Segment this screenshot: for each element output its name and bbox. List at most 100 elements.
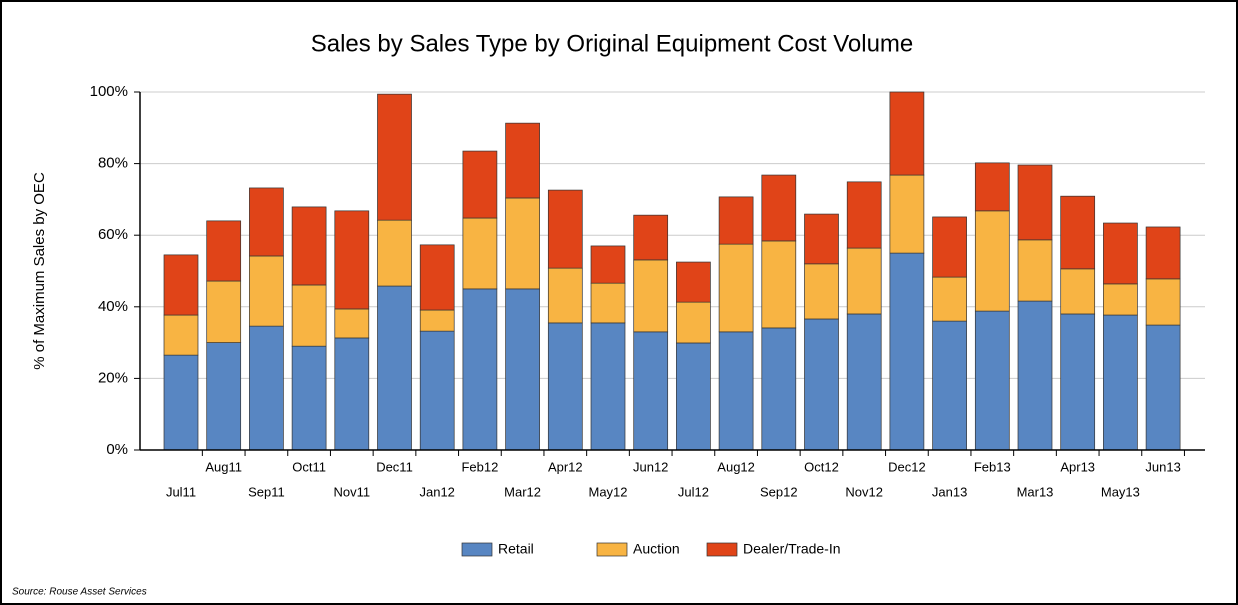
x-tick-label: Aug11 <box>205 459 242 474</box>
bar-segment <box>590 282 626 324</box>
bar-segment <box>590 245 626 284</box>
bar-segment <box>761 174 797 242</box>
legend-label: Retail <box>498 541 534 557</box>
x-tick-label: Sep11 <box>248 484 285 499</box>
bar-segment <box>974 310 1010 451</box>
x-tick-label: Mar12 <box>504 484 541 499</box>
x-tick-label: Feb12 <box>461 459 498 474</box>
bar-segment <box>718 243 754 333</box>
legend-label: Auction <box>633 541 680 557</box>
bar-segment <box>804 318 839 451</box>
bar-segment <box>633 331 669 451</box>
bar-segment <box>633 214 669 261</box>
bar-segment <box>163 314 199 356</box>
bar-segment <box>1145 226 1181 280</box>
bar-segment <box>547 189 583 269</box>
legend-swatch <box>461 542 493 557</box>
bar-segment <box>1103 314 1138 451</box>
x-tick-label: Jan12 <box>419 484 454 499</box>
x-tick-label: Jun12 <box>633 459 668 474</box>
bar-segment <box>163 254 199 316</box>
bar-segment <box>932 216 967 278</box>
bar-segment <box>932 320 967 451</box>
bar-segment <box>163 354 199 451</box>
bar-segment <box>291 206 327 286</box>
bar-segment <box>249 325 284 451</box>
bar-segment <box>1017 300 1053 451</box>
bar-segment <box>1060 268 1096 315</box>
bar-segment <box>846 247 882 315</box>
bar-segment <box>377 285 412 451</box>
legend-swatch <box>706 542 738 557</box>
bar-segment <box>249 187 284 257</box>
bar-segment <box>932 276 967 322</box>
bar-segment <box>419 244 455 311</box>
bar-segment <box>1017 164 1053 241</box>
bar-segment <box>334 337 370 451</box>
y-tick-label: 100% <box>90 83 128 100</box>
bar-segment <box>1060 313 1096 451</box>
bar-segment <box>419 330 455 451</box>
bar-segment <box>761 240 797 329</box>
x-tick-label: Jan13 <box>932 484 967 499</box>
bar-segment <box>377 93 412 221</box>
x-tick-label: Dec12 <box>888 459 926 474</box>
x-tick-label: Mar13 <box>1017 484 1054 499</box>
bar-segment <box>249 255 284 327</box>
y-tick-label: 60% <box>98 226 128 243</box>
bar-segment <box>505 288 540 451</box>
source: Source: Rouse Asset Services <box>12 587 147 598</box>
x-tick-label: Jul11 <box>166 484 196 499</box>
x-tick-label: May13 <box>1101 484 1140 499</box>
x-tick-label: Nov11 <box>333 484 370 499</box>
x-tick-label: Jun13 <box>1145 459 1180 474</box>
bar-segment <box>1145 278 1181 326</box>
bar-segment <box>206 220 242 282</box>
bar-segment <box>206 342 242 451</box>
bar-segment <box>1060 195 1096 270</box>
x-tick-label: Oct12 <box>804 459 839 474</box>
chart-title: Sales by Sales Type by Original Equipmen… <box>311 30 914 57</box>
bar-segment <box>846 313 882 451</box>
y-tick-label: 20% <box>98 369 128 386</box>
bar-segment <box>804 263 839 320</box>
y-axis-label: % of Maximum Sales by OEC <box>31 172 48 370</box>
bar-segment <box>1103 222 1138 285</box>
bar-segment <box>590 322 626 451</box>
bar-segment <box>718 331 754 451</box>
legend-label: Dealer/Trade-In <box>743 541 841 557</box>
y-tick-label: 0% <box>106 441 128 458</box>
bar-segment <box>718 196 754 245</box>
y-tick-label: 40% <box>98 298 128 315</box>
y-tick-label: 80% <box>98 155 128 172</box>
bar-segment <box>462 150 498 219</box>
bar-segment <box>291 345 327 451</box>
bar-segment <box>974 162 1010 212</box>
bar-segment <box>547 267 583 324</box>
bar-segment <box>462 217 498 290</box>
x-tick-label: Jul12 <box>678 484 709 499</box>
bar-segment <box>505 197 540 290</box>
bar-segment <box>1017 239 1053 302</box>
bar-segment <box>804 213 839 265</box>
x-tick-label: Sep12 <box>760 484 798 499</box>
bar-segment <box>334 308 370 339</box>
bar-segment <box>676 301 711 344</box>
x-tick-label: Apr12 <box>548 459 583 474</box>
bar-segment <box>889 91 925 176</box>
bar-segment <box>889 174 925 254</box>
x-tick-label: Feb13 <box>974 459 1011 474</box>
x-tick-label: Oct11 <box>292 459 326 474</box>
bar-segment <box>974 210 1010 312</box>
bar-segment <box>505 122 540 199</box>
x-tick-label: Aug12 <box>717 459 755 474</box>
bar-segment <box>761 327 797 451</box>
bar-segment <box>1145 324 1181 451</box>
bar-segment <box>633 259 669 333</box>
legend-swatch <box>596 542 628 557</box>
bar-segment <box>889 252 925 451</box>
bar-segment <box>419 309 455 332</box>
x-tick-label: Apr13 <box>1060 459 1095 474</box>
bar-segment <box>462 288 498 451</box>
